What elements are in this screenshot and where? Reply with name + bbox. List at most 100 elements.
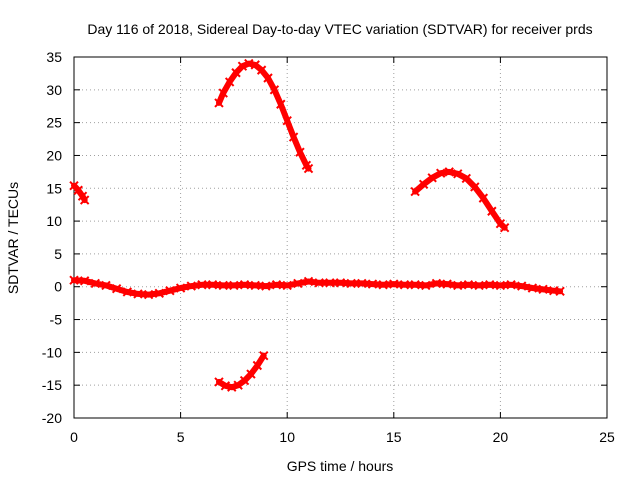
data-point: [303, 276, 314, 287]
y-tick-label: 5: [54, 246, 62, 262]
data-point: [276, 99, 286, 109]
data-point: [506, 280, 516, 290]
y-tick-label: -15: [42, 377, 62, 393]
x-tick-label: 15: [386, 429, 402, 445]
data-point: [410, 186, 420, 197]
data-point: [346, 278, 356, 289]
data-point: [165, 285, 175, 296]
data-point: [79, 276, 90, 286]
series: [69, 180, 90, 205]
data-point: [227, 382, 237, 392]
x-tick-label: 20: [493, 429, 509, 445]
data-point: [259, 350, 269, 361]
data-point: [111, 283, 122, 294]
y-tick-label: 10: [46, 213, 62, 229]
y-tick-label: -20: [42, 410, 62, 426]
data-point: [239, 280, 250, 290]
data-point: [453, 169, 463, 179]
data-point: [335, 278, 346, 288]
data-point: [224, 77, 235, 87]
data-point: [418, 179, 429, 190]
data-point: [421, 280, 431, 291]
x-tick-label: 5: [177, 429, 185, 445]
y-axis-label: SDTVAR / TECUs: [5, 182, 21, 294]
data-point: [461, 173, 471, 184]
data-point: [214, 377, 224, 387]
data-point: [367, 279, 378, 289]
data-point: [252, 360, 263, 371]
y-tick-label: 35: [46, 49, 62, 65]
data-point: [431, 278, 442, 289]
data-series: [69, 58, 565, 392]
data-point: [250, 280, 260, 291]
data-point: [295, 147, 305, 157]
data-point: [143, 289, 154, 300]
series: [214, 350, 269, 392]
y-tick-label: 20: [46, 147, 62, 163]
data-point: [555, 286, 565, 297]
data-point: [442, 279, 452, 289]
data-point: [186, 281, 196, 291]
data-point: [237, 61, 248, 71]
data-point: [256, 65, 267, 75]
data-point: [101, 280, 111, 291]
data-point: [246, 369, 256, 379]
data-point: [218, 280, 228, 291]
x-tick-label: 0: [70, 429, 78, 445]
y-tick-label: 30: [46, 82, 62, 98]
data-point: [218, 88, 228, 98]
y-tick-label: -10: [42, 344, 62, 360]
data-point: [233, 380, 243, 390]
data-point: [175, 283, 186, 293]
data-point: [485, 280, 495, 290]
y-axis-tick-labels: -20 -15 -10 -5 0 5 10 15 20 25 30 35: [42, 49, 62, 426]
y-tick-label: 25: [46, 115, 62, 131]
data-point: [282, 115, 292, 126]
data-point: [495, 280, 506, 291]
data-point: [288, 132, 299, 142]
data-point: [427, 173, 437, 183]
data-point: [389, 279, 399, 289]
data-point: [517, 281, 527, 291]
data-point: [453, 280, 463, 291]
data-point: [69, 275, 79, 285]
grid-lines: [74, 57, 607, 418]
data-point: [444, 167, 454, 177]
chart-title: Day 116 of 2018, Sidereal Day-to-day VTE…: [87, 21, 592, 37]
data-point: [122, 287, 133, 297]
plot-area-border: [73, 56, 608, 419]
data-point: [538, 284, 548, 295]
series: [69, 275, 565, 300]
x-tick-label: 10: [279, 429, 295, 445]
data-point: [378, 280, 388, 290]
data-point: [154, 288, 164, 298]
data-point: [410, 280, 420, 290]
data-point: [399, 280, 410, 290]
y-tick-label: -5: [50, 312, 63, 328]
data-point: [90, 278, 101, 289]
data-point: [207, 280, 218, 290]
data-point: [478, 193, 489, 203]
data-point: [271, 280, 282, 290]
data-point: [73, 185, 83, 195]
data-point: [197, 280, 207, 290]
x-axis-label: GPS time / hours: [287, 458, 394, 474]
data-point: [263, 73, 273, 83]
x-axis-tick-labels: 0 5 10 15 20 25: [70, 429, 615, 445]
data-point: [435, 168, 446, 178]
x-tick-label: 25: [599, 429, 615, 445]
data-point: [293, 278, 303, 289]
data-point: [282, 280, 292, 291]
data-point: [314, 278, 324, 288]
data-point: [269, 85, 280, 95]
data-point: [325, 278, 335, 288]
data-point: [357, 278, 367, 289]
data-point: [499, 222, 510, 233]
data-point: [79, 195, 90, 205]
data-point: [261, 281, 271, 291]
data-point: [527, 283, 538, 293]
data-point: [303, 163, 314, 174]
data-point: [214, 98, 224, 108]
data-point: [229, 280, 239, 291]
